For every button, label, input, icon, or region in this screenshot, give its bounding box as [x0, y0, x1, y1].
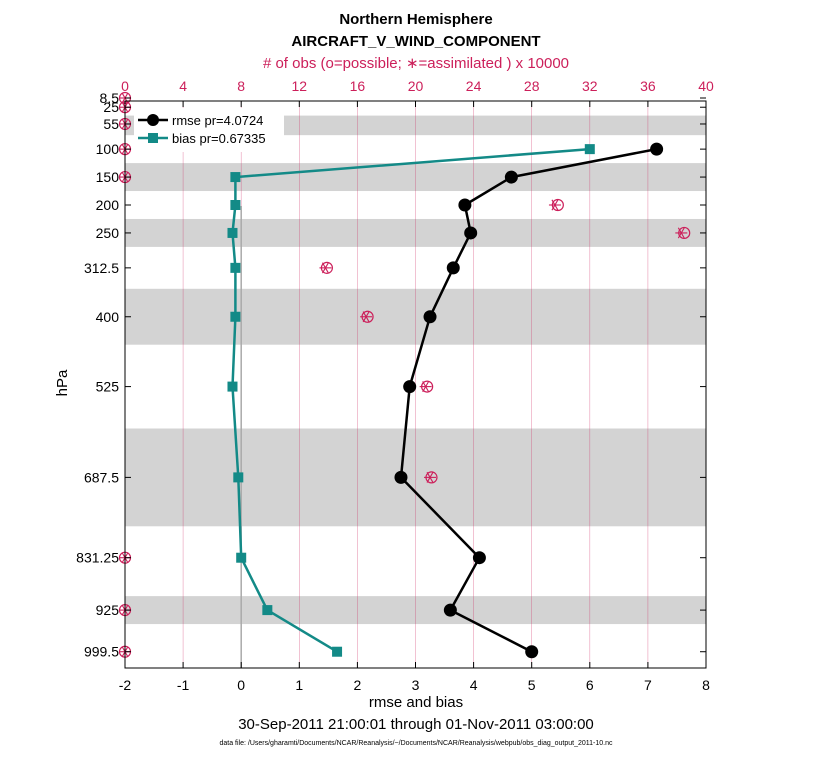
legend-bias-label: bias pr=0.67335 — [172, 131, 266, 146]
bias-point-8 — [236, 552, 247, 563]
obs-assimilated-stroke-5-2 — [551, 199, 559, 211]
x-tick-label-2: 0 — [237, 677, 245, 693]
obs-assimilated-7 — [319, 262, 332, 274]
x-tick-label-8: 6 — [586, 677, 594, 693]
y-tick-label-12: 925 — [96, 602, 120, 618]
shaded-band-5 — [125, 428, 706, 527]
y-tick-label-3: 100 — [96, 141, 120, 157]
y-tick-label-7: 312.5 — [84, 260, 119, 276]
y-tick-label-5: 200 — [96, 197, 120, 213]
legend-box — [134, 108, 284, 152]
rmse-point-3 — [464, 226, 478, 240]
shaded-band-6 — [125, 596, 706, 625]
rmse-point-7 — [394, 470, 408, 484]
bias-point-1 — [230, 172, 241, 183]
rmse-point-2 — [458, 198, 472, 212]
y-tick-label-1: 25 — [103, 99, 119, 115]
rmse-point-6 — [403, 380, 417, 394]
x-axis-label: rmse and bias — [369, 694, 463, 711]
x-tick-label-5: 3 — [412, 677, 420, 693]
top-tick-label-3: 12 — [292, 78, 308, 94]
y-tick-label-10: 687.5 — [84, 469, 119, 485]
rmse-point-1 — [504, 170, 518, 184]
obs-assimilated-stroke-9-2 — [422, 381, 430, 393]
obs-assimilated-stroke-7-2 — [321, 262, 329, 274]
obs-assimilated-stroke-10-2 — [426, 471, 434, 483]
legend: rmse pr=4.0724 bias pr=0.67335 — [134, 108, 284, 152]
bias-point-9 — [262, 605, 273, 616]
y-tick-label-6: 250 — [96, 225, 120, 241]
shaded-bands — [125, 115, 706, 625]
rmse-point-4 — [446, 261, 460, 275]
series-group — [227, 142, 664, 659]
top-tick-label-6: 24 — [466, 78, 482, 94]
date-range: 30-Sep-2011 21:00:01 through 01-Nov-2011… — [238, 716, 594, 733]
top-tick-label-0: 0 — [121, 78, 129, 94]
y-tick-label-4: 150 — [96, 169, 120, 185]
obs-assimilated-6 — [675, 227, 688, 239]
bias-point-0 — [584, 144, 595, 155]
y-tick-label-9: 525 — [96, 379, 120, 395]
bias-point-3 — [227, 227, 238, 238]
top-tick-label-7: 28 — [524, 78, 540, 94]
top-tick-label-4: 16 — [350, 78, 366, 94]
bias-point-6 — [227, 381, 238, 392]
rmse-point-0 — [650, 142, 664, 156]
x-tick-label-7: 5 — [528, 677, 536, 693]
bias-point-4 — [230, 262, 241, 273]
top-tick-label-2: 8 — [237, 78, 245, 94]
top-tick-label-1: 4 — [179, 78, 187, 94]
shaded-band-3 — [125, 218, 706, 247]
axis-ticks: -2 -1 0 1 2 3 4 5 6 7 80 4 8 12 16 20 24 28 32 36 408.525551… — [76, 78, 714, 693]
obs-assimilated-8 — [360, 311, 373, 323]
top-tick-label-10: 40 — [698, 78, 714, 94]
legend-rmse-label: rmse pr=4.0724 — [172, 113, 263, 128]
x-tick-label-9: 7 — [644, 677, 652, 693]
top-axis-label: # of obs (o=possible; ∗=assimilated ) x … — [263, 55, 569, 72]
obs-assimilated-stroke-6-2 — [677, 227, 685, 239]
x-tick-label-1: -1 — [177, 677, 190, 693]
y-tick-label-11: 831.25 — [76, 550, 119, 566]
x-tick-label-4: 2 — [354, 677, 362, 693]
top-tick-label-8: 32 — [582, 78, 598, 94]
chart-title: Northern Hemisphere — [339, 11, 492, 28]
bias-point-7 — [233, 472, 244, 483]
rmse-point-10 — [525, 645, 539, 659]
shaded-band-2 — [125, 163, 706, 192]
rmse-point-8 — [472, 551, 486, 565]
top-tick-label-9: 36 — [640, 78, 656, 94]
bias-point-5 — [230, 311, 241, 322]
shaded-band-4 — [125, 288, 706, 345]
x-tick-label-10: 8 — [702, 677, 710, 693]
obs-assimilated-10 — [424, 471, 437, 483]
x-tick-label-3: 1 — [295, 677, 303, 693]
y-tick-label-8: 400 — [96, 309, 120, 325]
x-tick-label-6: 4 — [470, 677, 478, 693]
legend-bias-marker — [148, 133, 158, 143]
legend-rmse-marker — [147, 114, 159, 126]
y-tick-label-2: 55 — [103, 116, 119, 132]
y-axis-label: hPa — [54, 369, 71, 396]
y-tick-label-0: 8.5 — [100, 90, 120, 106]
rmse-point-5 — [423, 310, 437, 324]
rmse-point-9 — [443, 603, 457, 617]
bias-point-2 — [230, 200, 241, 210]
top-tick-label-5: 20 — [408, 78, 424, 94]
obs-assimilated-5 — [548, 199, 561, 211]
bias-point-10 — [332, 646, 343, 657]
x-tick-label-0: -2 — [119, 677, 132, 693]
obs-assimilated-stroke-8-2 — [362, 311, 370, 323]
y-tick-label-13: 999.5 — [84, 644, 119, 660]
obs-assimilated-9 — [419, 381, 432, 393]
data-file-footer: data file: /Users/gharamti/Documents/NCA… — [219, 740, 613, 747]
chart-subtitle: AIRCRAFT_V_WIND_COMPONENT — [291, 33, 540, 50]
